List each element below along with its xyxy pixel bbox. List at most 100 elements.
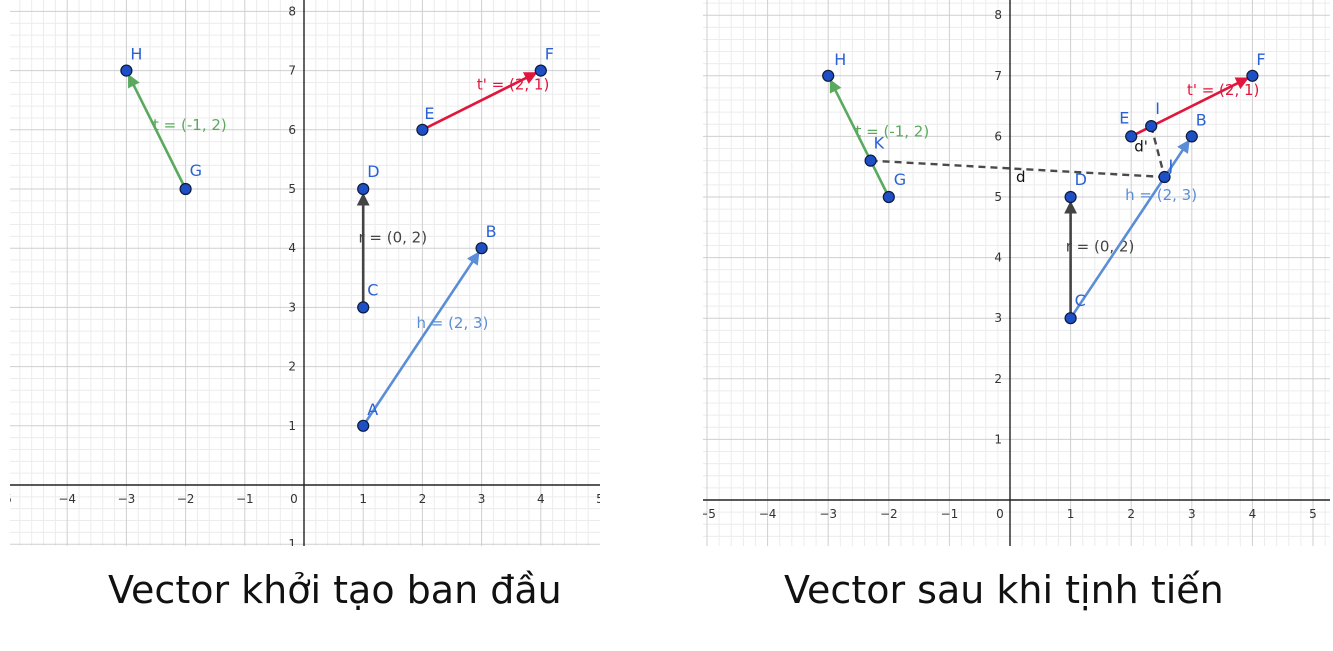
x-tick-label: −2 [177,492,195,506]
point-label: E [424,104,434,123]
point-label: G [894,170,906,189]
dashed-distance-line [1150,125,1166,178]
vector-label: t' = (2, 1) [477,76,549,94]
points: H GK D C E I F B J [822,50,1266,325]
x-tick-label: −3 [118,492,136,506]
x-tick-label: 5 [10,492,12,506]
point-label: H [130,45,142,64]
point-label: B [1196,110,1207,129]
y-tick-label-negative: 1 [288,537,296,546]
x-tick-label: 3 [478,492,486,506]
point-h [822,69,835,82]
right-caption: Vector sau khi tịnh tiến [784,568,1224,612]
y-tick-label: 1 [994,432,1002,446]
vector-gh [829,79,890,198]
x-tick-label: 5 [1309,507,1317,521]
point-label: F [545,45,554,64]
x-tick-label: −4 [759,507,777,521]
vector-label: t = (-1, 2) [855,122,929,140]
y-tick-label: 8 [288,4,296,18]
vector-label: r = (0, 2) [1066,238,1135,256]
point-f [1246,69,1259,82]
dashed-line-label: d [1016,168,1026,186]
vector-label: h = (2, 3) [416,314,488,332]
vectors: t = (-1, 2) r = (0, 2) t' = (2, 1) h = (2, … [127,71,549,427]
point-label: C [1075,291,1086,310]
point-f [534,64,547,77]
point-h [120,64,133,77]
point-label: D [367,162,379,181]
vector-ab [362,251,480,427]
x-tick-label: −3 [819,507,837,521]
point-label: F [1256,50,1265,69]
y-tick-label: 5 [288,182,296,196]
vector-label: t' = (2, 1) [1187,81,1259,99]
axes [10,0,600,546]
y-tick-label: 2 [994,372,1002,386]
minor-grid [703,0,1330,546]
point-label: C [367,280,378,299]
vector-label: t = (-1, 2) [153,116,227,134]
x-tick-label: 0 [290,492,298,506]
x-tick-label: 4 [1249,507,1257,521]
point-d [357,182,370,196]
y-tick-label: 3 [994,311,1002,325]
tick-labels: −5 −4 −3 −2 −1 0 1 2 3 4 5 1 2 3 4 5 6 7 8 [703,8,1317,521]
x-tick-label: −4 [58,492,76,506]
left-coordinate-plane: 5 −4 −3 −2 −1 0 1 2 3 4 5 1 2 3 4 5 6 7 8 1 t = (-1, 2) r = (… [10,0,600,546]
y-tick-label: 6 [288,123,296,137]
point-c [357,301,370,314]
point-c [1064,312,1077,325]
axes [703,0,1330,546]
point-b [475,242,488,255]
tick-labels: 5 −4 −3 −2 −1 0 1 2 3 4 5 1 2 3 4 5 6 7 8 1 [10,4,600,546]
point-g [179,182,192,196]
point-e [1125,130,1138,143]
points: H G D C E F B A [120,45,554,432]
point-d [1064,190,1077,204]
point-label: J [1168,156,1174,175]
x-tick-label: 2 [419,492,427,506]
major-grid [10,0,600,546]
x-tick-label: 5 [596,492,600,506]
y-tick-label: 1 [288,419,296,433]
vectors: t = (-1, 2) r = (0, 2) t' = (2, 1) h = (2, … [829,76,1259,319]
dashed-line-label: d' [1134,138,1148,156]
y-tick-label: 3 [288,300,296,314]
y-tick-label: 8 [994,8,1002,22]
point-label: I [1155,99,1160,118]
point-label: G [190,161,202,180]
y-tick-label: 7 [994,69,1002,83]
x-tick-label: −1 [236,492,254,506]
point-i [1145,119,1158,133]
point-j [1158,170,1171,184]
point-e [416,123,429,136]
x-tick-label: 1 [1067,507,1075,521]
x-tick-label: 0 [996,507,1004,521]
x-tick-label: 4 [537,492,545,506]
y-tick-label: 6 [994,129,1002,143]
y-tick-label: 4 [288,241,296,255]
right-graph-panel: −5 −4 −3 −2 −1 0 1 2 3 4 5 1 2 3 4 5 6 7 8 d d' t = (-1, 2) r … [703,0,1330,546]
point-a [357,419,370,432]
right-coordinate-plane: −5 −4 −3 −2 −1 0 1 2 3 4 5 1 2 3 4 5 6 7 8 d d' t = (-1, 2) r … [703,0,1330,546]
x-tick-label: −5 [703,507,716,521]
point-g [882,190,895,204]
minor-grid [10,0,600,546]
vector-ef [421,71,538,131]
vector-label: h = (2, 3) [1125,186,1197,204]
x-tick-label: −2 [880,507,898,521]
x-tick-label: 3 [1188,507,1196,521]
dashed-distance-line [870,159,1165,179]
left-graph-panel: 5 −4 −3 −2 −1 0 1 2 3 4 5 1 2 3 4 5 6 7 8 1 t = (-1, 2) r = (… [10,0,600,546]
vector-cb [1069,139,1191,319]
x-tick-label: 1 [359,492,367,506]
vector-label: r = (0, 2) [358,228,427,246]
y-tick-label: 7 [288,64,296,78]
left-caption: Vector khởi tạo ban đầu [108,568,562,612]
dashed-segments: d d' [870,125,1166,186]
x-tick-label: −1 [941,507,959,521]
y-tick-label: 2 [288,360,296,374]
x-tick-label: 2 [1127,507,1135,521]
point-label: K [874,134,885,153]
